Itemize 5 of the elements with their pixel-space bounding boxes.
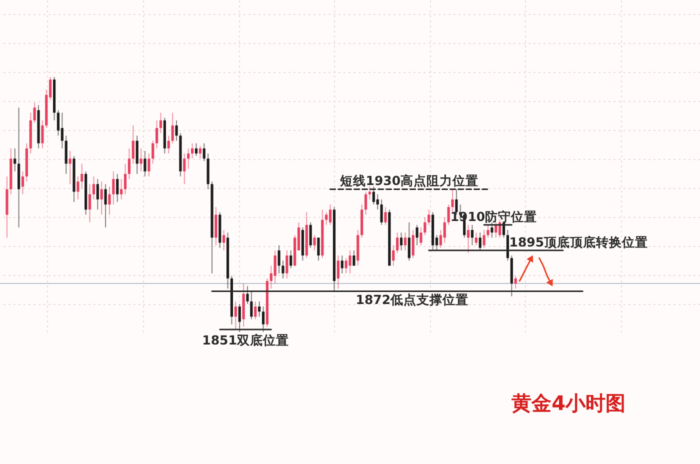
text: 黄金4小时图 xyxy=(510,390,626,415)
series-label: 短线1930高点阻力位置 xyxy=(338,173,479,188)
series-label: 1895顶底顶底转换位置 xyxy=(509,234,648,250)
series-label: 1851双底位置 xyxy=(202,332,289,348)
series-label: 1872低点支撑位置 xyxy=(356,292,469,308)
